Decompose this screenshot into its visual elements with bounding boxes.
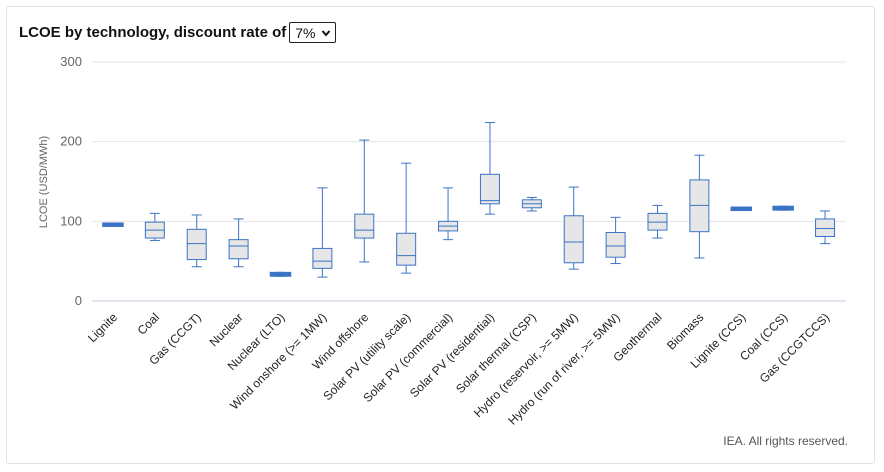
box-plot-item <box>730 206 753 212</box>
box-plot-item <box>312 187 333 278</box>
box-plot-item <box>647 204 668 239</box>
y-tick-label: 200 <box>60 134 82 149</box>
discount-rate-select[interactable]: 7% <box>289 22 337 43</box>
box-plot-item <box>102 222 124 227</box>
iqr-box <box>479 173 500 205</box>
iqr-box <box>312 247 333 269</box>
y-tick-label: 0 <box>75 293 82 308</box>
box-plot-item <box>269 271 292 277</box>
box-plot-item <box>521 196 542 212</box>
iqr-box <box>354 213 375 239</box>
box-plot-item <box>605 216 626 265</box>
x-category-label: Biomass <box>664 310 706 352</box>
box-plot-item <box>772 205 794 211</box>
chevron-down-icon <box>322 29 331 37</box>
discount-rate-value: 7% <box>295 24 316 41</box>
copyright-note: IEA. All rights reserved. <box>723 434 848 448</box>
box-plot-item <box>479 122 500 215</box>
iqr-box <box>563 215 584 264</box>
y-axis-label: LCOE (USD/MWh) <box>38 136 50 228</box>
iqr-box <box>186 228 207 261</box>
iqr-box <box>605 231 626 258</box>
box-plot-item <box>396 162 417 274</box>
y-tick-label: 100 <box>60 213 82 228</box>
chart-title: LCOE by technology, discount rate of <box>19 24 287 41</box>
y-tick-label: 300 <box>60 54 82 69</box>
iqr-box <box>815 218 836 237</box>
box-plot-item <box>438 187 459 241</box>
box-plot-item <box>815 210 836 245</box>
box-plot-item <box>563 186 584 270</box>
box-plot-item <box>354 139 375 263</box>
box-plot-item <box>186 214 207 268</box>
box-plot-item <box>228 218 249 268</box>
chart-header: LCOE by technology, discount rate of 7% <box>19 22 337 43</box>
box-plot-item <box>689 154 710 259</box>
x-category-label: Lignite <box>85 310 120 345</box>
iqr-box <box>396 232 417 266</box>
box-plot-item <box>144 212 165 241</box>
x-category-label: Nuclear <box>207 310 246 349</box>
x-category-label: Coal <box>135 310 162 337</box>
iqr-box <box>228 239 249 260</box>
x-category-label: Solar thermal (CSP) <box>453 310 539 396</box>
